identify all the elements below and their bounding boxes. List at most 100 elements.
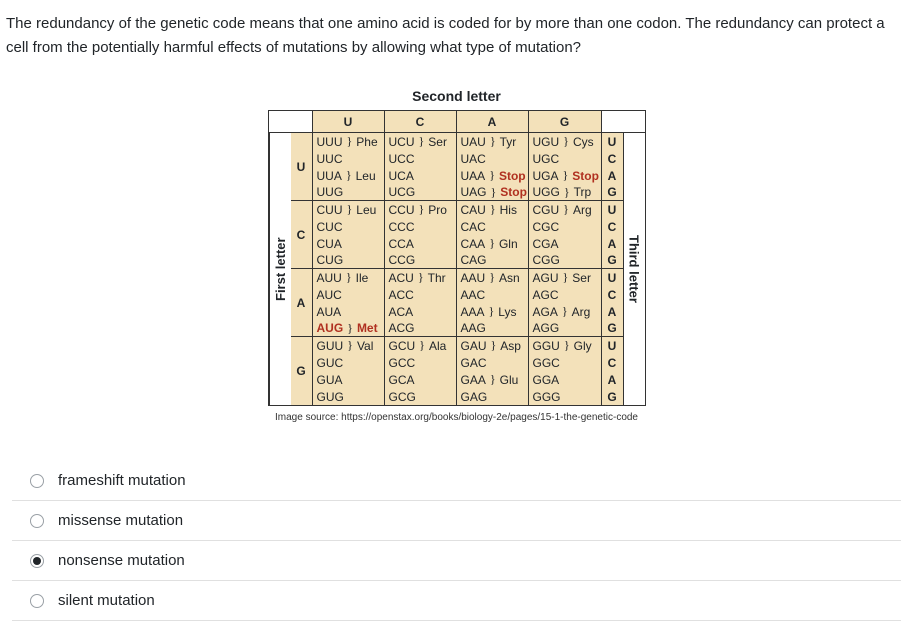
row-header-right: A	[601, 371, 623, 388]
row-header-left: C	[291, 201, 313, 269]
codon-cell: GCC	[385, 354, 457, 371]
row-header-left: G	[291, 337, 313, 405]
codon-cell: UGA}Stop	[529, 167, 601, 184]
codon-cell: CCA	[385, 235, 457, 252]
codon-cell: GAU}Asp	[457, 337, 529, 354]
codon-cell: CGA	[529, 235, 601, 252]
codon-cell: GUG	[313, 388, 385, 405]
codon-cell: CGC	[529, 218, 601, 235]
codon-cell: CUU}Leu	[313, 201, 385, 218]
codon-cell: GGG	[529, 388, 601, 405]
answer-options: frameshift mutation missense mutation nons…	[12, 461, 901, 621]
col-header: G	[529, 111, 601, 133]
codon-cell: UUC	[313, 150, 385, 167]
radio-icon[interactable]	[30, 554, 44, 568]
codon-cell: CCC	[385, 218, 457, 235]
answer-option[interactable]: frameshift mutation	[12, 461, 901, 501]
col-header: U	[313, 111, 385, 133]
chart-title-top: Second letter	[6, 88, 907, 104]
col-header: A	[457, 111, 529, 133]
row-header-right: U	[601, 133, 623, 150]
codon-cell: ACA	[385, 303, 457, 320]
row-header-right: C	[601, 150, 623, 167]
codon-cell: GCA	[385, 371, 457, 388]
codon-cell: GAG	[457, 388, 529, 405]
answer-option[interactable]: silent mutation	[12, 581, 901, 621]
codon-cell: UGG}Trp	[529, 184, 601, 201]
row-header-right: C	[601, 286, 623, 303]
codon-cell: ACG	[385, 320, 457, 337]
codon-cell: AGU}Ser	[529, 269, 601, 286]
row-header-right: A	[601, 303, 623, 320]
answer-option[interactable]: nonsense mutation	[12, 541, 901, 581]
row-header-right: C	[601, 354, 623, 371]
codon-cell: AGC	[529, 286, 601, 303]
codon-cell: GUU}Val	[313, 337, 385, 354]
option-label: nonsense mutation	[58, 552, 185, 569]
codon-cell: ACC	[385, 286, 457, 303]
codon-cell: GGC	[529, 354, 601, 371]
codon-cell: AGG	[529, 320, 601, 337]
question-text: The redundancy of the genetic code means…	[6, 12, 907, 60]
row-header-right: C	[601, 218, 623, 235]
codon-cell: CUC	[313, 218, 385, 235]
codon-cell: GUC	[313, 354, 385, 371]
codon-cell: AUC	[313, 286, 385, 303]
codon-cell: CAG	[457, 252, 529, 269]
row-header-right: G	[601, 252, 623, 269]
codon-cell: AAU}Asn	[457, 269, 529, 286]
codon-cell: GCG	[385, 388, 457, 405]
image-source: Image source: https://openstax.org/books…	[6, 412, 907, 423]
option-label: missense mutation	[58, 512, 183, 529]
codon-cell: AUG}Met	[313, 320, 385, 337]
codon-cell: UCG	[385, 184, 457, 201]
row-header-left: A	[291, 269, 313, 337]
row-header-right: U	[601, 201, 623, 218]
radio-icon[interactable]	[30, 594, 44, 608]
codon-cell: UGC	[529, 150, 601, 167]
codon-cell: GUA	[313, 371, 385, 388]
row-header-right: G	[601, 320, 623, 337]
col-header: C	[385, 111, 457, 133]
codon-cell: UAA}Stop	[457, 167, 529, 184]
codon-cell: UAU}Tyr	[457, 133, 529, 150]
row-header-right: A	[601, 167, 623, 184]
codon-cell: UUU}Phe	[313, 133, 385, 150]
codon-figure: Second letter UCAGFirst letterThird lett…	[6, 88, 907, 423]
codon-cell: AGA}Arg	[529, 303, 601, 320]
codon-cell: GCU}Ala	[385, 337, 457, 354]
codon-cell: CCG	[385, 252, 457, 269]
codon-cell: UCU}Ser	[385, 133, 457, 150]
codon-cell: CAA}Gln	[457, 235, 529, 252]
row-header-right: G	[601, 184, 623, 201]
option-label: silent mutation	[58, 592, 155, 609]
codon-cell: CUG	[313, 252, 385, 269]
codon-cell: UGU}Cys	[529, 133, 601, 150]
codon-cell: AUU}Ile	[313, 269, 385, 286]
codon-cell: GGA	[529, 371, 601, 388]
codon-cell: AAC	[457, 286, 529, 303]
radio-icon[interactable]	[30, 474, 44, 488]
left-axis-title: First letter	[269, 133, 291, 405]
row-header-right: A	[601, 235, 623, 252]
codon-cell: CUA	[313, 235, 385, 252]
codon-cell: UCC	[385, 150, 457, 167]
row-header-right: U	[601, 269, 623, 286]
codon-cell: GAA}Glu	[457, 371, 529, 388]
codon-cell: GGU}Gly	[529, 337, 601, 354]
codon-cell: UUG	[313, 184, 385, 201]
option-label: frameshift mutation	[58, 472, 186, 489]
row-header-right: U	[601, 337, 623, 354]
answer-option[interactable]: missense mutation	[12, 501, 901, 541]
codon-cell: UUA}Leu	[313, 167, 385, 184]
codon-cell: UCA	[385, 167, 457, 184]
codon-cell: ACU}Thr	[385, 269, 457, 286]
right-axis-title: Third letter	[623, 133, 645, 405]
row-header-right: G	[601, 388, 623, 405]
codon-cell: CGG	[529, 252, 601, 269]
codon-cell: AUA	[313, 303, 385, 320]
radio-icon[interactable]	[30, 514, 44, 528]
codon-cell: CAU}His	[457, 201, 529, 218]
codon-cell: UAG}Stop	[457, 184, 529, 201]
codon-cell: CAC	[457, 218, 529, 235]
